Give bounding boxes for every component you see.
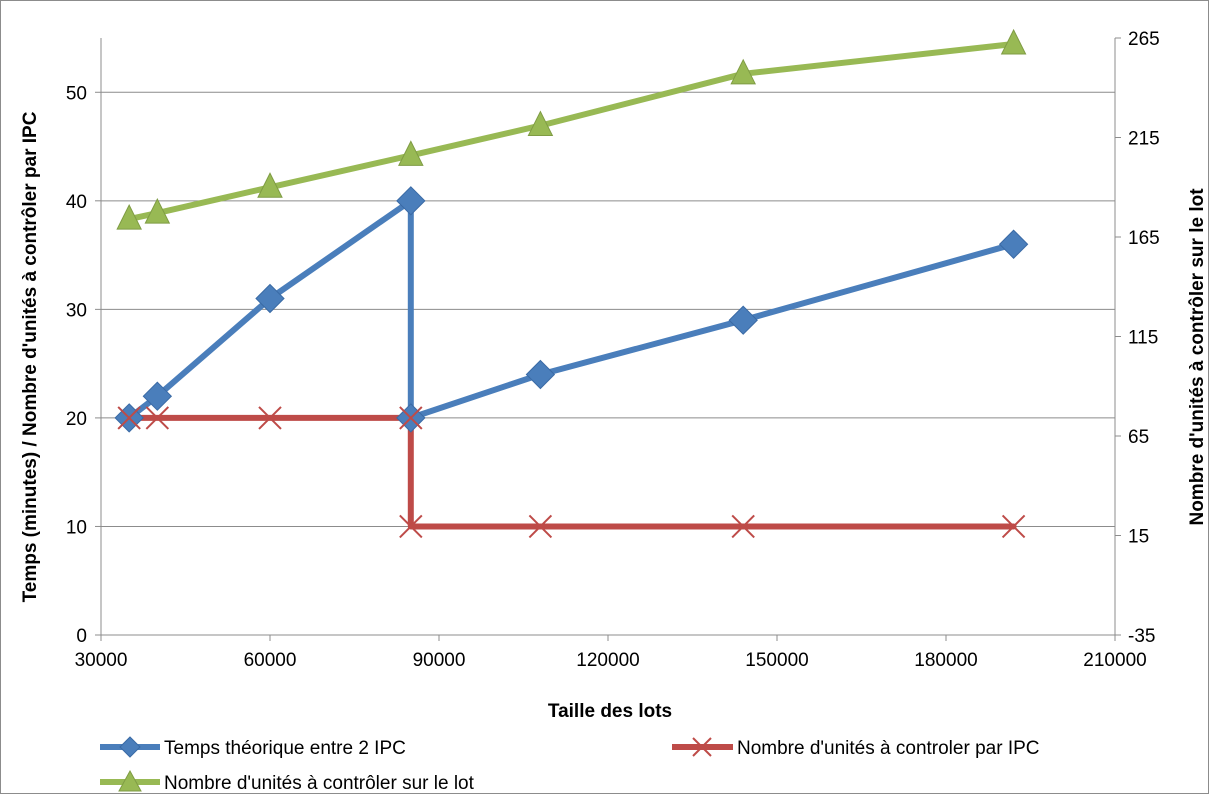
- data-point-temps: [525, 359, 556, 390]
- legend-swatch-unites-lot-marker: [118, 769, 142, 792]
- data-point-unites-lot: [527, 110, 554, 137]
- data-point-unites-ipc: [117, 406, 141, 430]
- legend-item-temps: Temps théorique entre 2 IPC: [100, 736, 406, 759]
- data-point-unites-ipc: [399, 406, 423, 430]
- data-point-temps: [728, 305, 758, 335]
- y2-tick-label: 65: [1128, 427, 1149, 448]
- legend: Temps théorique entre 2 IPC Nombre d'uni…: [100, 736, 1040, 794]
- y2-tick-label: 165: [1128, 228, 1160, 249]
- y2-tick-label: -35: [1128, 626, 1155, 647]
- data-point-unites-ipc: [399, 514, 423, 539]
- data-point-unites-ipc: [145, 406, 170, 430]
- y2-tick-label: 215: [1128, 129, 1160, 150]
- data-point-temps: [142, 381, 173, 411]
- y2-tick-label: 115: [1128, 328, 1158, 349]
- x-tick-label: 180000: [914, 650, 977, 671]
- series-line-temps: [126, 197, 1017, 421]
- x-tick-label: 210000: [1083, 650, 1146, 671]
- data-point-temps: [255, 283, 285, 314]
- y2-tick-label: 265: [1128, 29, 1160, 50]
- marker-layer: [114, 28, 1029, 539]
- y-tick-label: 50: [66, 83, 87, 104]
- y-tick-label: 40: [66, 192, 87, 213]
- x-axis-title: Taille des lots: [548, 701, 672, 722]
- data-point-unites-ipc: [258, 406, 282, 430]
- y-tick-label: 20: [66, 409, 87, 430]
- legend-label-unites-ipc: Nombre d'unités à controler par IPC: [737, 738, 1040, 759]
- x-tick-label: 150000: [745, 650, 808, 671]
- y2-tick-label: 15: [1128, 527, 1149, 548]
- data-point-unites-lot: [730, 58, 757, 85]
- x-tick-label: 30000: [75, 650, 128, 671]
- axes: 30000 60000 90000 120000 150000 180000 210000 0…: [66, 29, 1160, 671]
- data-point-unites-ipc: [528, 514, 553, 539]
- legend-swatch-unites-ipc-marker: [692, 737, 712, 757]
- data-point-unites-lot: [398, 140, 424, 166]
- data-point-unites-lot: [144, 198, 171, 224]
- x-tick-label: 120000: [576, 650, 639, 671]
- y-tick-label: 10: [66, 517, 87, 538]
- data-point-unites-lot: [257, 172, 283, 198]
- legend-label-unites-lot: Nombre d'unités à contrôler sur le lot: [164, 773, 475, 794]
- series-line-unites-ipc: [126, 414, 1017, 530]
- legend-label-temps: Temps théorique entre 2 IPC: [164, 738, 406, 759]
- y-tick-label: 30: [66, 300, 87, 321]
- legend-swatch-temps-marker: [119, 736, 141, 758]
- data-point-temps: [998, 229, 1029, 259]
- data-point-unites-ipc: [731, 514, 755, 539]
- legend-item-unites-ipc: Nombre d'unités à controler par IPC: [672, 737, 1040, 759]
- x-tick-label: 60000: [244, 650, 297, 671]
- y-tick-label: 0: [76, 626, 87, 647]
- data-point-temps: [396, 186, 426, 216]
- data-point-unites-lot: [116, 203, 142, 230]
- data-point-unites-ipc: [1001, 514, 1026, 539]
- x-tick-label: 90000: [413, 650, 466, 671]
- legend-item-unites-lot: Nombre d'unités à contrôler sur le lot: [100, 769, 475, 794]
- y-axis-title: Temps (minutes) / Nombre d'unités à cont…: [20, 111, 41, 602]
- y2-axis-title: Nombre d'unités à contrôler sur le lot: [1187, 188, 1208, 526]
- data-point-unites-lot: [1000, 28, 1027, 55]
